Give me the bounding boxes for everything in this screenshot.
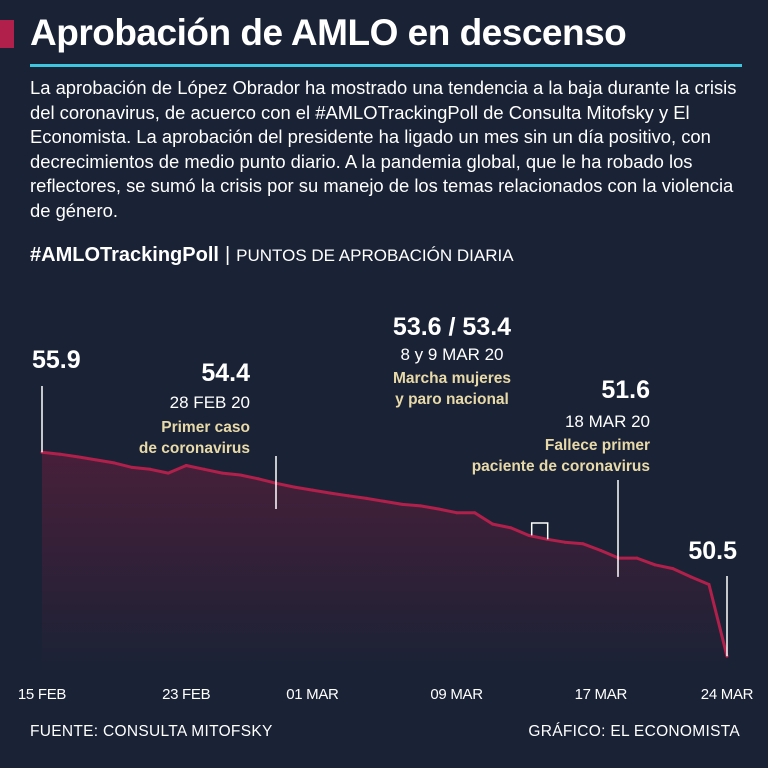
x-tick-label: 09 MAR [430, 686, 483, 703]
x-tick-label: 24 MAR [701, 686, 754, 703]
data-point [455, 511, 459, 515]
data-point [184, 464, 188, 467]
x-tick-label: 23 FEB [162, 686, 211, 703]
data-point [437, 507, 441, 511]
area-fill [42, 452, 727, 673]
annotation-note-line: Fallece primer [545, 437, 650, 454]
annotation-value: 55.9 [32, 346, 81, 374]
annotation-note-line: de coronavirus [139, 440, 250, 457]
annotation-date: 8 y 9 MAR 20 [401, 345, 504, 364]
data-point [166, 471, 170, 475]
data-point [328, 491, 332, 495]
annotation-value: 53.6 / 53.4 [393, 313, 511, 341]
annotation-value: 54.4 [201, 359, 250, 387]
data-point [491, 522, 495, 526]
data-point [292, 485, 296, 489]
data-point [310, 488, 314, 492]
data-point [599, 549, 603, 552]
x-tick-label: 17 MAR [575, 686, 628, 703]
data-point [689, 575, 693, 579]
data-point [256, 477, 260, 481]
annotation-bracket [530, 522, 549, 540]
data-point [365, 496, 368, 500]
chart-subtitle: PUNTOS DE APROBACIÓN DIARIA [236, 246, 514, 265]
data-point [635, 556, 639, 560]
annotation-note-line: y paro nacional [395, 391, 509, 408]
data-point [671, 567, 675, 571]
page-title: Aprobación de AMLO en descenso [30, 12, 627, 53]
data-point [707, 583, 711, 586]
annotation-note-line: paciente de coronavirus [472, 458, 650, 475]
data-point [76, 455, 80, 459]
data-point [94, 458, 98, 462]
header-separator: | [224, 244, 231, 266]
annotation-date: 18 MAR 20 [565, 412, 650, 431]
data-point [220, 471, 224, 475]
credit-note: GRÁFICO: EL ECONOMISTA [528, 723, 740, 740]
chart-header: #AMLOTrackingPoll | PUNTOS DE APROBACIÓN D… [30, 244, 514, 267]
intro-paragraph: La aprobación de López Obrador ha mostra… [30, 77, 737, 221]
data-point [346, 494, 350, 498]
annotation-value: 51.6 [601, 376, 650, 404]
title-accent-bar [0, 20, 14, 48]
source-note: FUENTE: CONSULTA MITOFSKY [30, 723, 273, 740]
data-point [563, 540, 567, 544]
data-point [473, 511, 477, 515]
data-point [130, 465, 134, 469]
data-point [58, 452, 62, 456]
x-tick-label: 01 MAR [286, 686, 339, 703]
annotation-note-line: Primer caso [161, 419, 250, 436]
annotation-value: 50.5 [688, 537, 737, 565]
title-divider [30, 64, 742, 67]
data-point [238, 473, 242, 477]
data-point [419, 504, 423, 508]
x-tick-label: 15 FEB [18, 686, 67, 703]
data-point [401, 502, 404, 506]
annotation-date: 28 FEB 20 [170, 393, 250, 412]
annotation-note-line: Marcha mujeres [393, 370, 511, 387]
hashtag-label: #AMLOTrackingPoll [30, 244, 219, 266]
data-point [653, 563, 657, 567]
data-point [383, 499, 386, 503]
data-point [527, 533, 531, 537]
data-point [509, 526, 513, 530]
data-point [148, 467, 152, 471]
data-point [112, 461, 116, 465]
data-point [202, 467, 206, 471]
data-point [581, 542, 585, 546]
